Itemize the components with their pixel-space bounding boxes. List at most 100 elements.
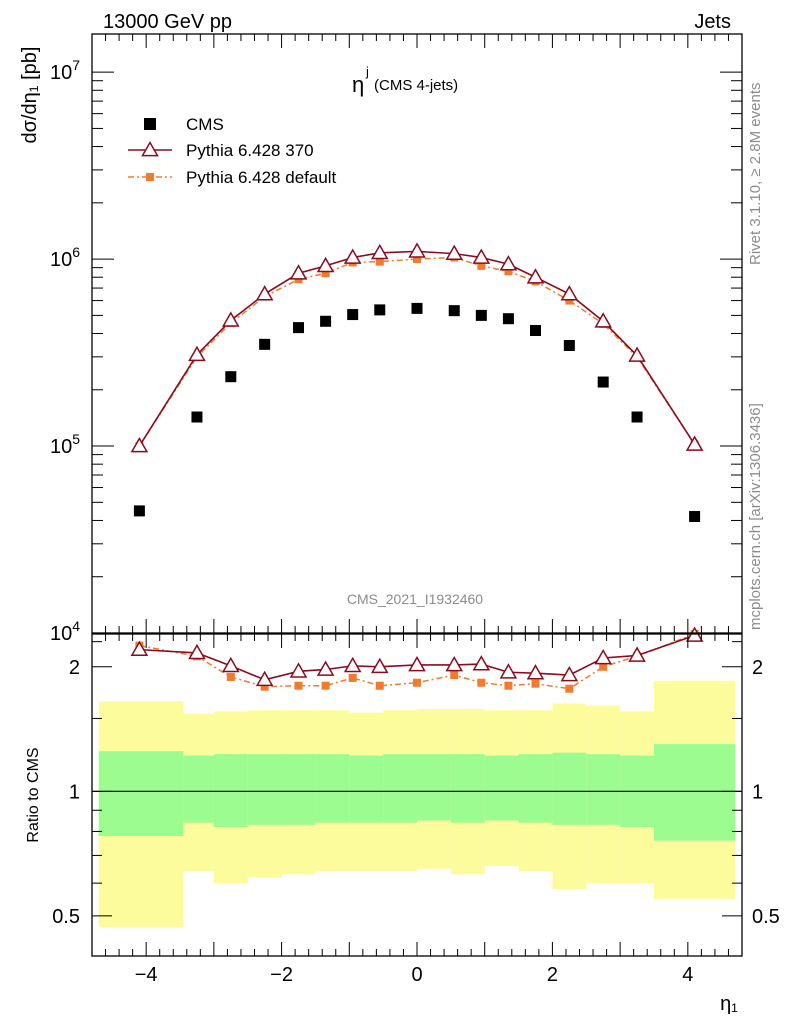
pythia-370-point [408, 242, 426, 258]
legend: CMS Pythia 6.428 370 Pythia 6.428 default [128, 115, 337, 187]
cms-point [320, 315, 332, 327]
pythia-370-point [628, 346, 646, 362]
y-tick-label: 107 [50, 57, 80, 84]
ratio-pythia-370-point [188, 643, 206, 660]
inner-band-bin [213, 754, 248, 827]
ratio-pythia-default-point [375, 681, 384, 690]
cms-point [374, 304, 386, 316]
ratio-pythia-default-point [477, 678, 486, 687]
inner-band-bin [247, 754, 282, 825]
ratio-series [130, 626, 704, 693]
y-tick-label: 104 [50, 618, 80, 645]
ratio-pythia-default-point [599, 662, 608, 671]
cms-point [475, 309, 487, 321]
cms-point [448, 305, 460, 317]
ratio-pythia-default-point [565, 684, 574, 693]
mcplots-label: mcplots.cern.ch [arXiv:1306.3436] [747, 403, 764, 630]
x-tick-label: −2 [270, 964, 293, 986]
inner-band-bin [383, 754, 417, 823]
pythia-370-point [188, 345, 206, 362]
ratio-pythia-370-point [445, 655, 464, 672]
cms-point [191, 411, 203, 423]
ratio-y-tick-label: 0.5 [52, 906, 80, 928]
ratio-y-tick-label: 2 [69, 657, 80, 679]
x-tick-label: 0 [411, 964, 422, 986]
legend-marker-pythia-default [146, 173, 154, 181]
pythia-370-point [526, 268, 545, 284]
inner-band-bin [484, 755, 519, 821]
ratio-pythia-370-point [594, 648, 612, 665]
x-tick-label: −4 [135, 964, 158, 986]
cms-point [631, 411, 643, 423]
cms-point [225, 371, 237, 383]
pythia-370-line [138, 250, 696, 447]
legend-label: CMS [186, 115, 224, 134]
ratio-pythia-370-point [526, 664, 545, 680]
ratio-pythia-default-line [139, 633, 695, 690]
y-tick-label: 106 [50, 244, 80, 271]
main-ylabel: dσ/dη₁ [pb] [19, 47, 41, 144]
ratio-pythia-default-point [450, 671, 459, 680]
cms-point [293, 322, 305, 334]
ratio-pythia-370-point [255, 670, 274, 687]
analysis-label: CMS_2021_I1932460 [347, 591, 483, 607]
ratio-y-tick-label: 1 [69, 781, 80, 803]
plot-title-main: η [352, 72, 364, 97]
inner-band-bin [450, 754, 485, 823]
ratio-pythia-default-point [413, 678, 421, 687]
plot-title: η j (CMS 4-jets) [352, 64, 458, 97]
ratio-pythia-370-point [289, 662, 308, 678]
inner-band-bin [417, 754, 451, 821]
inner-band-bin [315, 754, 350, 823]
ratio-xlabel: η₁ [720, 993, 738, 1015]
cms-point [133, 505, 145, 517]
cms-point [347, 309, 359, 321]
inner-band-bin [281, 754, 316, 825]
pythia-370-point [255, 285, 274, 301]
ratio-y-tick-label-right: 1 [752, 781, 763, 803]
pythia-default-point [504, 267, 513, 276]
ratio-pythia-default-point [226, 672, 235, 681]
pythia-default-point [565, 296, 574, 305]
pythia-370-point [472, 248, 491, 264]
ratio-pythia-default-point [531, 679, 540, 688]
ratio-pythia-370-point [343, 656, 362, 673]
ratio-pythia-370-point [628, 646, 646, 662]
axes: 104 105 106 107 −4 −2 0 2 4 0.5 0.5 1 1 2 2 [50, 33, 780, 986]
cms-point [597, 376, 609, 388]
ratio-y-tick-label-right: 0.5 [752, 906, 780, 928]
pythia-370-point [316, 256, 335, 273]
ratio-pythia-default-point [321, 681, 330, 690]
pythia-370-point [560, 285, 579, 301]
legend-label: Pythia 6.428 default [186, 168, 337, 187]
ratio-ylabel: Ratio to CMS [25, 747, 42, 842]
ratio-pythia-370-point [370, 657, 389, 674]
pythia-370-point [343, 248, 362, 264]
pythia-370-point [499, 255, 518, 271]
cms-point [411, 302, 423, 314]
cms-point [563, 340, 575, 352]
pythia-370-point [222, 311, 240, 327]
inner-band-bin [586, 754, 621, 825]
pythia-370-point [370, 243, 389, 260]
pythia-370-point [289, 264, 308, 280]
ratio-uncertainty-bands [92, 680, 742, 928]
cms-point [259, 338, 271, 350]
inner-band-bin [349, 755, 384, 823]
y-tick-label: 105 [50, 431, 80, 458]
ratio-y-tick-label-right: 2 [752, 657, 763, 679]
ratio-pythia-370-point [222, 656, 240, 673]
rivet-label: Rivet 3.1.10, ≥ 2.8M events [747, 83, 764, 266]
pythia-default-line [138, 256, 696, 447]
ratio-pythia-370-point [316, 660, 335, 676]
inner-band-bin [653, 744, 736, 841]
cms-point [689, 510, 701, 522]
pythia-default-point [413, 255, 421, 264]
cms-point [529, 325, 541, 337]
pythia-default-point [321, 269, 330, 278]
main-series [130, 242, 704, 522]
category-label: Jets [694, 11, 731, 33]
ratio-pythia-370-point [408, 655, 426, 672]
x-tick-label: 4 [682, 964, 693, 986]
ratio-pythia-default-point [294, 681, 303, 690]
